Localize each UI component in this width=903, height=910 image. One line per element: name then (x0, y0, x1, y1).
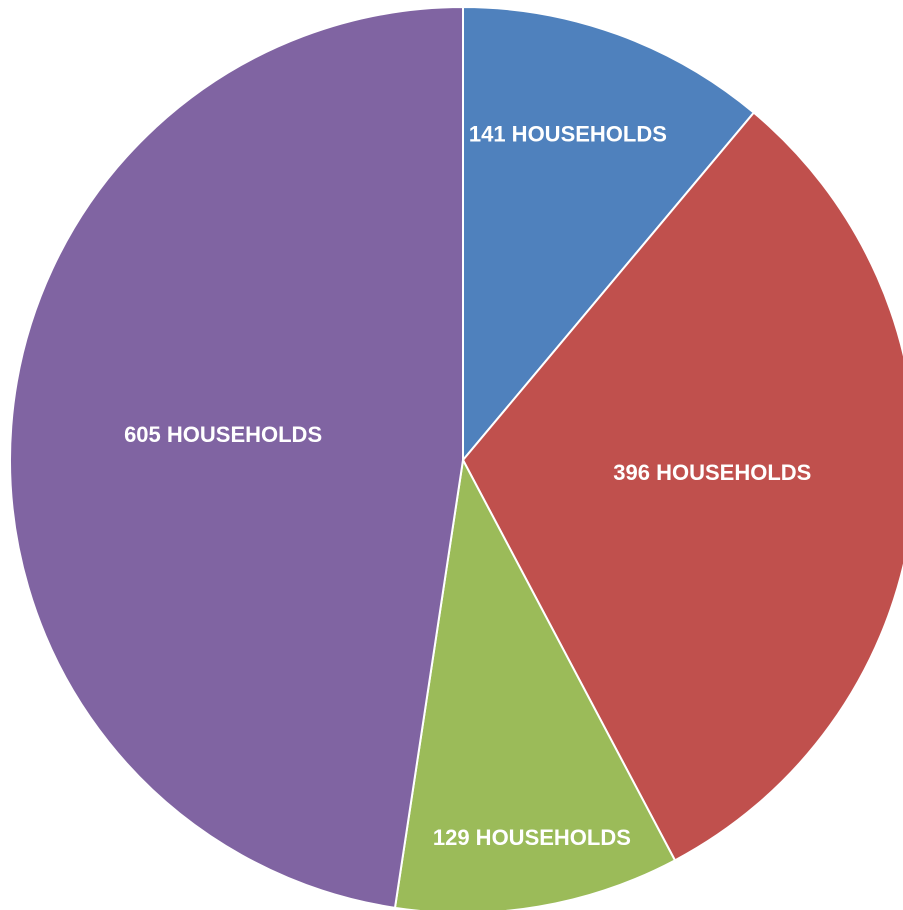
pie-slice-1 (462, 5, 756, 463)
pie-slice-2 (461, 111, 903, 862)
pie-data-label-2: 396 HOUSEHOLDS (613, 460, 811, 485)
pie-slice-4 (9, 5, 464, 910)
pie-slice-3 (393, 456, 677, 910)
pie-data-label-3: 129 HOUSEHOLDS (433, 825, 631, 850)
pie-data-labels: 141 HOUSEHOLDS 396 HOUSEHOLDS 129 HOUSEHOL… (124, 122, 811, 850)
pie-slices (9, 5, 903, 910)
pie-data-label-4: 605 HOUSEHOLDS (124, 422, 322, 447)
pie-data-label-1: 141 HOUSEHOLDS (469, 122, 667, 147)
